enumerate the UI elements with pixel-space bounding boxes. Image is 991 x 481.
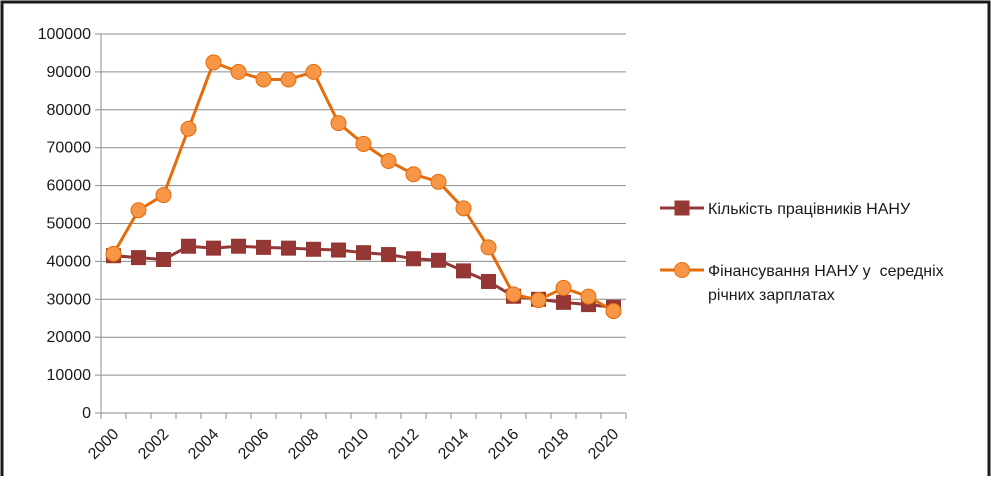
data-point [130, 202, 147, 219]
data-point [430, 173, 447, 190]
legend-entry: Кількість працівників НАНУ [660, 200, 911, 218]
y-tick-label: 40000 [47, 253, 92, 270]
legend-marker [674, 262, 690, 278]
y-tick-label: 90000 [47, 64, 92, 81]
y-tick-label: 0 [82, 405, 91, 422]
data-point [355, 135, 372, 152]
y-tick-label: 80000 [47, 102, 92, 119]
data-point [405, 166, 422, 183]
data-point [481, 273, 496, 289]
data-point [356, 245, 371, 261]
y-tick-label: 70000 [47, 140, 92, 157]
data-point [455, 200, 472, 217]
legend-marker [674, 200, 690, 216]
legend-entry: Фінансування НАНУ у середніх річних зарпл… [660, 262, 944, 304]
data-point [330, 115, 347, 132]
legend-label: Кількість працівників НАНУ [708, 201, 911, 218]
data-point [280, 71, 297, 88]
data-point [105, 245, 122, 262]
data-point [406, 251, 421, 267]
data-point [456, 263, 471, 279]
data-point [530, 292, 547, 309]
series-2 [105, 54, 622, 320]
data-point [181, 238, 196, 254]
data-point [480, 239, 497, 256]
data-point [381, 247, 396, 263]
data-point [230, 63, 247, 80]
data-point [505, 286, 522, 303]
data-point [555, 279, 572, 296]
y-tick-label: 100000 [38, 26, 91, 43]
data-point [155, 187, 172, 204]
legend-label: Фінансування НАНУ у середніх річних зарпл… [708, 263, 944, 304]
data-point [231, 238, 246, 254]
data-point [206, 240, 221, 256]
y-tick-label: 50000 [47, 216, 92, 233]
y-tick-label: 60000 [47, 178, 92, 195]
data-point [131, 250, 146, 266]
data-point [205, 54, 222, 71]
data-point [306, 241, 321, 257]
data-point [255, 71, 272, 88]
data-point [556, 294, 571, 310]
gridlines [101, 33, 626, 376]
data-point [380, 152, 397, 169]
legend: Кількість працівників НАНУ Фінансування Н… [660, 200, 944, 304]
y-tick-label: 20000 [47, 329, 92, 346]
data-point [605, 303, 622, 320]
data-point [305, 63, 322, 80]
data-point [156, 252, 171, 268]
data-point [331, 242, 346, 258]
data-point [431, 252, 446, 268]
y-tick-label: 30000 [47, 291, 92, 308]
data-point [580, 288, 597, 305]
data-point [281, 240, 296, 256]
data-point [180, 120, 197, 137]
y-tick-label: 10000 [47, 367, 92, 384]
data-point [256, 239, 271, 255]
series-lines [105, 54, 622, 320]
